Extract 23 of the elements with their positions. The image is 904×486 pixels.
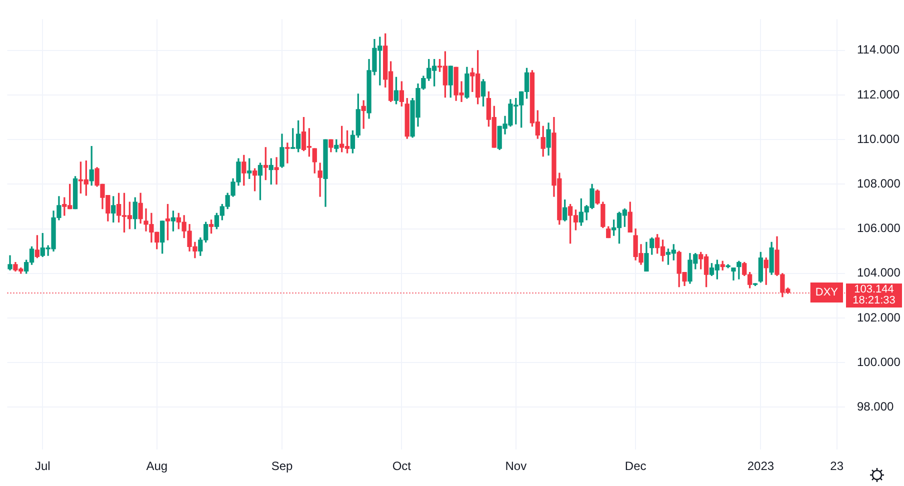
x-tick-label: Oct <box>392 459 412 474</box>
candlestick <box>285 142 290 164</box>
y-tick-label: 112.000 <box>857 87 900 102</box>
y-tick-label: 104.000 <box>857 266 901 280</box>
x-tick-label: Dec <box>624 459 646 474</box>
y-tick-label: 106.000 <box>857 221 901 236</box>
candlestick <box>318 162 322 197</box>
y-tick-label: 102.000 <box>857 310 901 324</box>
text: 103.144 <box>854 284 894 296</box>
ref-line-label: DXY <box>815 286 839 299</box>
y-tick-label: 114.000 <box>857 42 900 57</box>
x-tick-label: Nov <box>505 459 527 474</box>
x-tick-label: 23 <box>830 459 844 474</box>
text: 18:21:33 <box>852 294 896 307</box>
x-tick-label: 2023 <box>747 459 774 474</box>
x-tick-label: Aug <box>146 459 168 474</box>
y-tick-label: 110.000 <box>857 132 900 146</box>
y-tick-label: 98.000 <box>857 400 894 414</box>
y-tick-label: 100.000 <box>857 354 901 369</box>
x-tick-label: Sep <box>271 459 293 474</box>
x-tick-label: Jul <box>34 459 50 474</box>
candlestick <box>274 157 279 185</box>
y-tick-label: 108.000 <box>857 176 901 191</box>
